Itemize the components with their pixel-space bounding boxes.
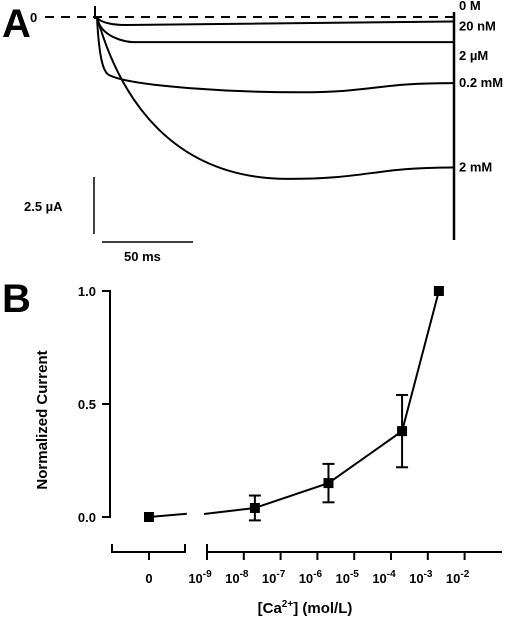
data-point-3: [397, 426, 408, 437]
x-tick-label-1e-2: 10-2: [446, 569, 470, 586]
baseline-label: 0: [30, 10, 37, 25]
data-point-0: [144, 512, 154, 522]
panel-a-letter: A: [2, 2, 31, 46]
current-scale-label: 2.5 µA: [24, 199, 63, 214]
current-traces: [94, 6, 456, 240]
x-tick-label-zero: 0: [145, 571, 152, 586]
trace-labels: 0 M 20 nM 2 µM 0.2 mM 2 mM: [459, 0, 503, 174]
y-tick-label-0-5: 0.5: [78, 397, 96, 412]
data-point-1: [249, 502, 260, 513]
x-tick-label-1e-9: 10-9: [188, 569, 212, 586]
trace-2-m: [96, 16, 453, 44]
y-axis-title: Normalized Current: [34, 350, 51, 489]
x-tick-label-1e-7: 10-7: [262, 569, 286, 586]
connector-log-start: [203, 506, 255, 516]
trace-label-20-nm: 20 nM: [459, 19, 496, 34]
trace-0-2-mm: [96, 16, 454, 94]
y-tick-label-1-0: 1.0: [78, 284, 96, 299]
x-tick-label-1e-8: 10-8: [225, 569, 249, 586]
trace-label-0-2-mm: 0.2 mM: [459, 75, 503, 90]
x-ticks: 0 10-9 10-8 10-7 10-6 10-5 10-4 10-3 10-2: [111, 544, 470, 586]
data-connectors: [148, 290, 440, 518]
x-axis-title-main: [Ca: [258, 600, 283, 617]
x-axis-title-sup: 2+: [282, 599, 294, 610]
panel-b-letter: B: [2, 277, 31, 321]
data-point-2: [323, 478, 334, 489]
x-axis-title-tail: ] (mol/L): [293, 600, 352, 617]
x-axis-title: [Ca2+] (mol/L): [258, 599, 353, 617]
data-point-4: [433, 286, 444, 296]
trace-20-nm: [96, 16, 454, 26]
x-tick-label-1e-4: 10-4: [372, 569, 396, 586]
connector-zero-stub: [148, 512, 187, 518]
x-tick-label-1e-3: 10-3: [409, 569, 433, 586]
connector-log-series: [254, 290, 440, 509]
x-tick-label-1e-6: 10-6: [299, 569, 323, 586]
x-tick-label-1e-5: 10-5: [336, 569, 360, 586]
y-ticks: 0.0 0.5 1.0: [78, 284, 110, 525]
trace-label-0-m: 0 M: [459, 0, 481, 13]
trace-2-mm: [96, 16, 454, 180]
time-scale-label: 50 ms: [124, 249, 161, 264]
panel-b: B 0.0 0.5 1.0 Normalized Current 0 10-9 10-8…: [2, 277, 502, 617]
panel-a: A 0 0 M 20 nM 2 µM 0.2 mM 2 mM 2.5 µA 50 ms: [2, 0, 503, 264]
trace-label-2-m: 2 µM: [459, 48, 488, 63]
trace-label-2-mm: 2 mM: [459, 159, 492, 174]
y-tick-label-0-0: 0.0: [78, 510, 96, 525]
data-points: [144, 286, 444, 522]
